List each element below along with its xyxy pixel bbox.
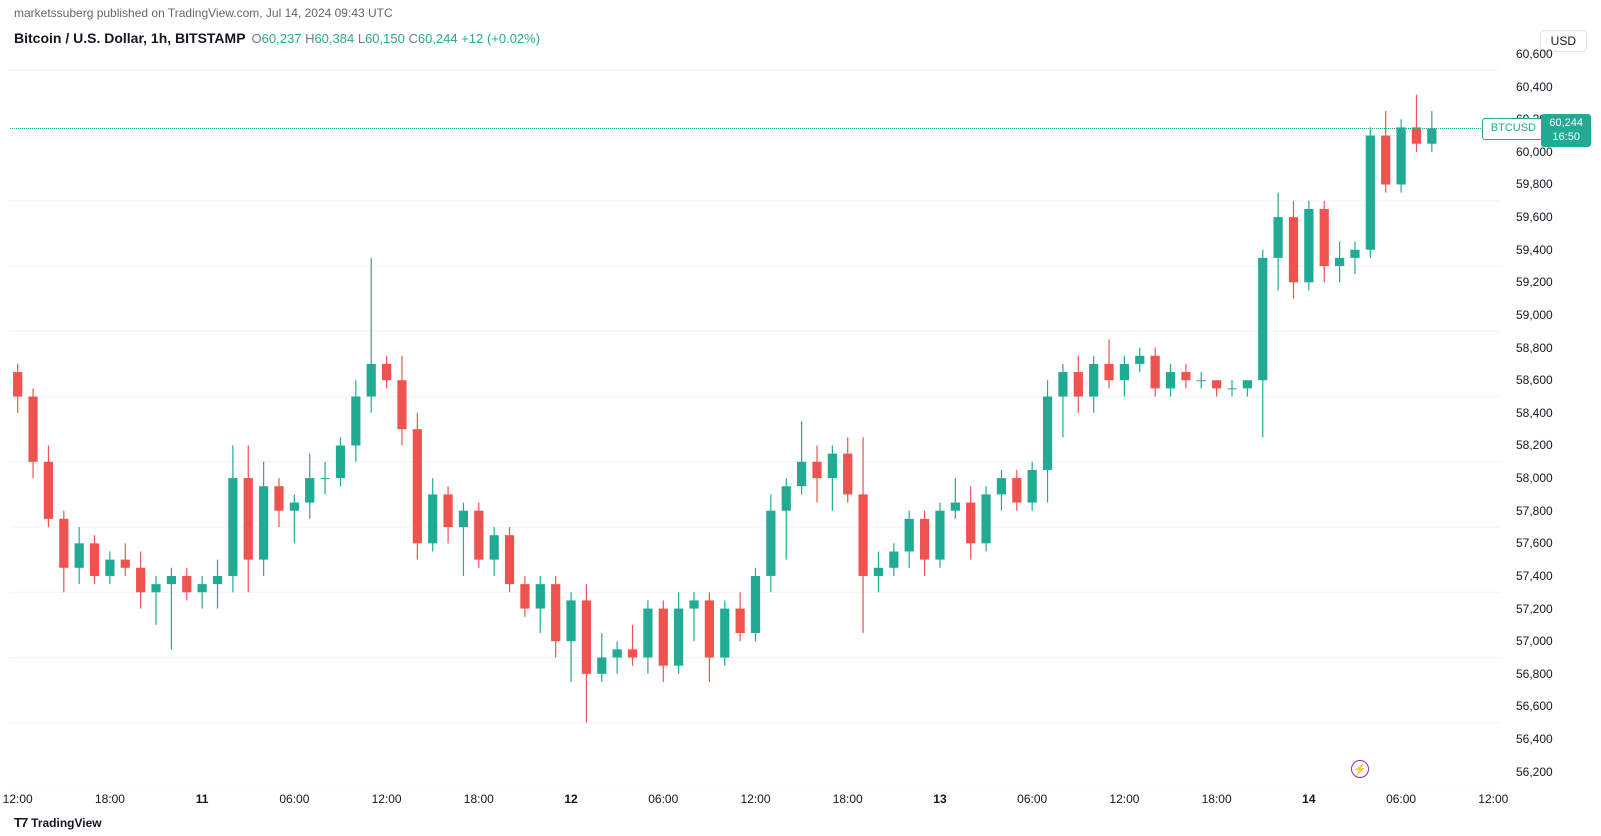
- x-tick-label: 18:00: [1202, 792, 1232, 806]
- y-tick-label: 58,600: [1516, 373, 1553, 387]
- y-tick-label: 59,000: [1516, 308, 1553, 322]
- x-tick-label: 12:00: [3, 792, 33, 806]
- y-tick-label: 60,000: [1516, 145, 1553, 159]
- x-tick-label: 12:00: [1109, 792, 1139, 806]
- symbol-title: Bitcoin / U.S. Dollar, 1h, BITSTAMP: [14, 30, 246, 46]
- x-tick-label: 18:00: [95, 792, 125, 806]
- price-label-value: 60,244 16:50: [1541, 114, 1591, 146]
- x-tick-label: 06:00: [279, 792, 309, 806]
- x-tick-label: 14: [1302, 792, 1315, 806]
- x-tick-label: 06:00: [1386, 792, 1416, 806]
- x-tick-label: 18:00: [833, 792, 863, 806]
- ohlc-block: O60,237 H60,384 L60,150 C60,244 +12 (+0.…: [252, 31, 541, 46]
- x-tick-label: 12:00: [740, 792, 770, 806]
- x-tick-label: 13: [933, 792, 946, 806]
- x-tick-label: 12: [564, 792, 577, 806]
- y-tick-label: 57,200: [1516, 602, 1553, 616]
- y-tick-label: 59,200: [1516, 275, 1553, 289]
- y-tick-label: 60,400: [1516, 80, 1553, 94]
- y-tick-label: 59,600: [1516, 210, 1553, 224]
- y-tick-label: 60,600: [1516, 47, 1553, 61]
- x-axis: 12:00 18:00 11 06:00 12:00 18:00 12 06:00 12:00 1…: [10, 792, 1501, 810]
- chart-area[interactable]: [10, 54, 1501, 788]
- y-tick-label: 58,200: [1516, 438, 1553, 452]
- y-tick-label: 56,400: [1516, 732, 1553, 746]
- y-tick-label: 58,000: [1516, 471, 1553, 485]
- x-tick-label: 12:00: [372, 792, 402, 806]
- y-tick-label: 59,400: [1516, 243, 1553, 257]
- y-tick-label: 57,000: [1516, 634, 1553, 648]
- candlestick-chart[interactable]: [10, 54, 1501, 788]
- y-tick-label: 56,800: [1516, 667, 1553, 681]
- publish-info: marketssuberg published on TradingView.c…: [14, 6, 393, 20]
- y-tick-label: 58,800: [1516, 341, 1553, 355]
- y-tick-label: 57,800: [1516, 504, 1553, 518]
- tradingview-logo-icon: T7: [14, 815, 27, 830]
- y-axis: 60,60060,40060,20060,00059,80059,60059,4…: [1506, 54, 1591, 788]
- current-price-line: [10, 128, 1501, 129]
- y-tick-label: 59,800: [1516, 177, 1553, 191]
- snap-icon[interactable]: ⚡: [1351, 760, 1369, 778]
- footer-brand: T7 TradingView: [14, 815, 102, 830]
- y-tick-label: 56,600: [1516, 699, 1553, 713]
- y-tick-label: 57,600: [1516, 536, 1553, 550]
- y-tick-label: 57,400: [1516, 569, 1553, 583]
- x-tick-label: 06:00: [648, 792, 678, 806]
- x-tick-label: 18:00: [464, 792, 494, 806]
- chart-header: Bitcoin / U.S. Dollar, 1h, BITSTAMP O60,…: [14, 30, 540, 46]
- y-tick-label: 58,400: [1516, 406, 1553, 420]
- x-tick-label: 12:00: [1478, 792, 1508, 806]
- y-tick-label: 56,200: [1516, 765, 1553, 779]
- x-tick-label: 11: [196, 792, 209, 806]
- price-label-symbol: BTCUSD: [1482, 118, 1545, 139]
- x-tick-label: 06:00: [1017, 792, 1047, 806]
